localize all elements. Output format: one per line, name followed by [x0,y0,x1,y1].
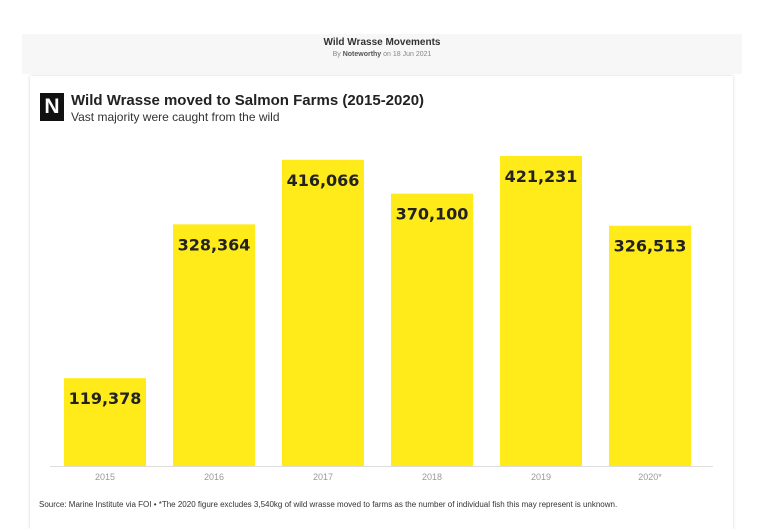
bar-chart: 119,378 2015 328,364 2016 416,066 2017 370,100… [50,156,713,482]
publish-date: on 18 Jun 2021 [383,51,432,58]
x-tick-label: 2016 [204,472,224,482]
bar-value-label: 326,513 [614,237,687,256]
x-tick-label: 2015 [95,472,115,482]
bar-value-label: 416,066 [287,171,360,190]
bar-2017[interactable] [282,159,364,466]
bar-2016[interactable] [173,224,255,466]
x-tick-label: 2019 [531,472,551,482]
x-tick-label: 2018 [422,472,442,482]
bar-2018[interactable] [391,193,473,466]
source-footnote: Source: Marine Institute via FOI • *The … [39,500,618,509]
bar-2019[interactable] [500,156,582,466]
bar-value-label: 328,364 [178,235,251,254]
byline-prefix: By [332,51,341,58]
byline: By Noteworthy on 18 Jun 2021 [22,51,742,58]
chart-title: Wild Wrasse moved to Salmon Farms (2015-… [71,92,425,109]
chart-card: N Wild Wrasse moved to Salmon Farms (201… [30,76,733,529]
page-title: Wild Wrasse Movements [323,37,441,48]
chart-subtitle: Vast majority were caught from the wild [71,110,280,124]
bar-value-label: 421,231 [505,167,578,186]
bar-2015[interactable] [64,378,146,466]
x-tick-label: 2020* [638,472,662,482]
bar-value-label: 370,100 [396,205,469,224]
author-link[interactable]: Noteworthy [342,51,382,58]
bar-value-label: 119,378 [69,389,142,408]
top-header: Wild Wrasse Movements By Noteworthy on 1… [22,34,742,74]
noteworthy-logo: N [40,93,64,121]
bar-2020*[interactable] [609,225,691,466]
x-tick-label: 2017 [313,472,333,482]
